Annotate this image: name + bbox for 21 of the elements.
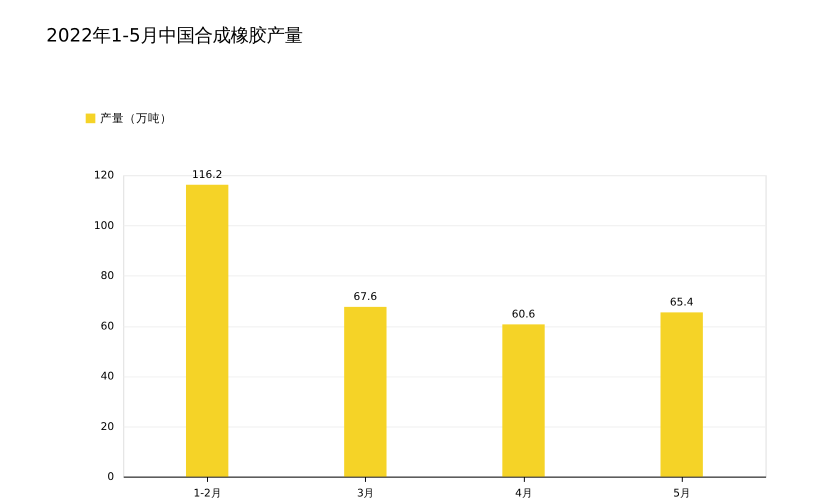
legend-label: 产量（万吨）: [100, 111, 172, 126]
y-tick-label: 100: [94, 220, 114, 232]
x-tick-label: 4月: [515, 487, 533, 499]
y-tick-label: 60: [100, 320, 114, 332]
data-label: 116.2: [192, 169, 222, 182]
bar: [660, 312, 703, 477]
x-tick-label: 1-2月: [194, 487, 222, 499]
y-tick-label: 120: [94, 170, 114, 182]
y-tick-label: 80: [100, 270, 114, 282]
bar: [186, 184, 228, 477]
x-tick-label: 5月: [673, 487, 692, 499]
data-label: 67.6: [354, 291, 378, 304]
data-label: 65.4: [670, 296, 694, 309]
y-tick-label: 20: [100, 420, 114, 433]
bar: [502, 324, 545, 477]
y-tick-label: 40: [100, 370, 114, 383]
y-tick-label: 0: [107, 470, 114, 483]
data-label: 60.6: [512, 308, 536, 321]
chart-title: 2022年1-5月中国合成橡胶产量: [46, 25, 303, 46]
bar: [344, 306, 387, 477]
x-tick-label: 3月: [356, 487, 375, 499]
